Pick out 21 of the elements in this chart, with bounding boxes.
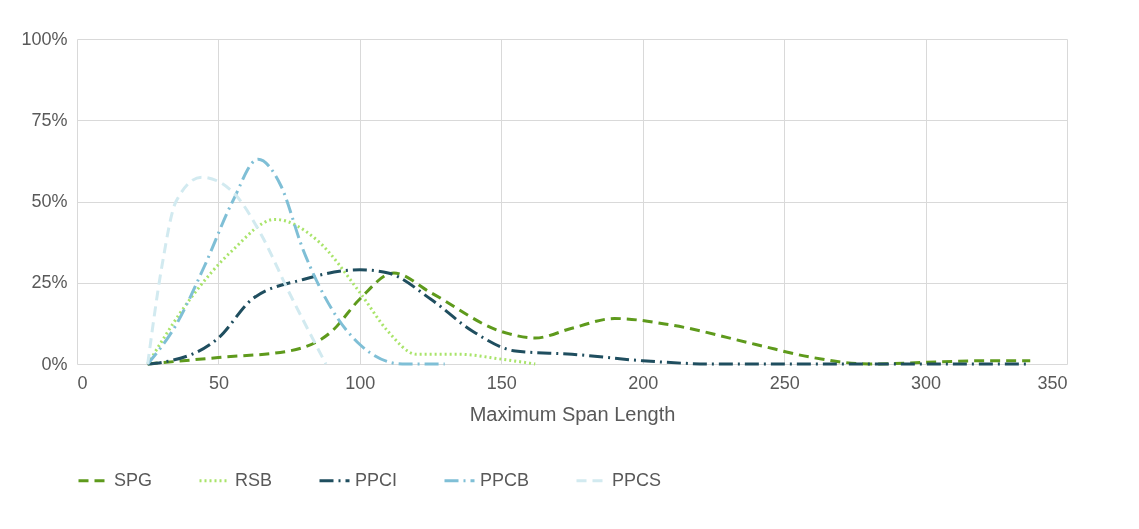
line-series [146, 175, 328, 366]
x-tick-label: 300 [911, 372, 942, 393]
x-tick-label: 200 [628, 372, 659, 393]
y-tick-label: 0% [41, 353, 68, 374]
legend-label: RSB [235, 469, 273, 490]
x-tick-label: 100 [345, 372, 376, 393]
x-axis-title: Maximum Span Length [469, 402, 676, 425]
line-series [146, 157, 447, 366]
legend-label: SPG [114, 469, 153, 490]
legend-label: PPCB [480, 469, 530, 490]
y-tick-label: 75% [31, 109, 68, 130]
legend-label: PPCS [612, 469, 662, 490]
x-tick-label: 350 [1037, 372, 1068, 393]
x-tick-label: 0 [77, 372, 88, 393]
x-tick-label: 150 [486, 372, 517, 393]
x-tick-label: 250 [769, 372, 800, 393]
y-tick-label: 100% [21, 28, 68, 49]
x-tick-label: 50 [208, 372, 229, 393]
y-tick-label: 50% [31, 191, 68, 211]
y-tick-label: 25% [31, 272, 68, 293]
legend-label: PPCI [355, 469, 398, 490]
